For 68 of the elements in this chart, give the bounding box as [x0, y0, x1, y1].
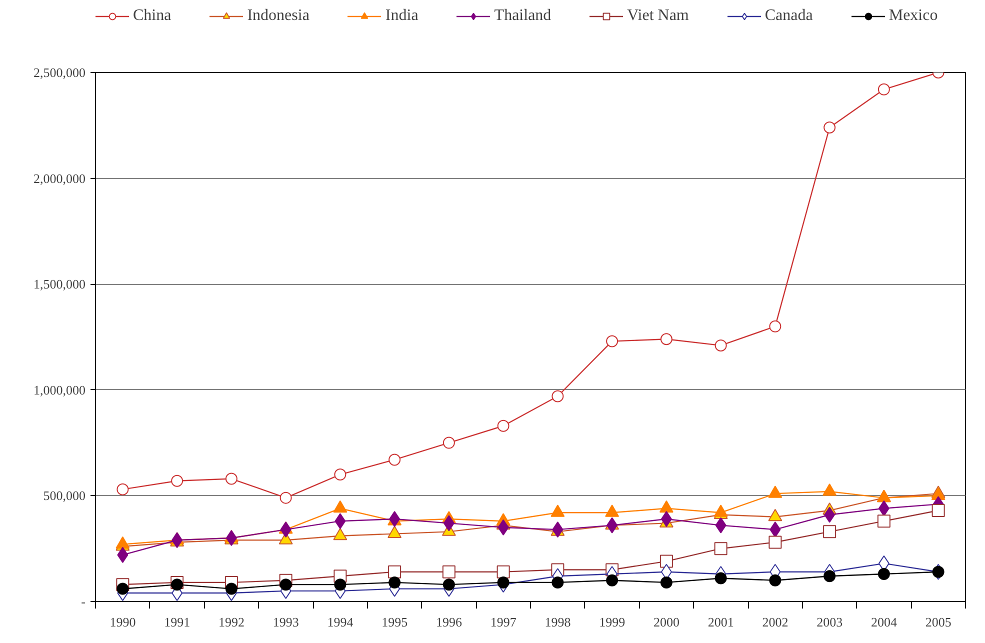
- legend-label: Viet Nam: [627, 7, 689, 25]
- y-tick-label: 500,000: [43, 488, 86, 504]
- legend-label: India: [385, 7, 418, 25]
- x-tick-label: 1991: [164, 614, 190, 630]
- point: [280, 578, 292, 591]
- point: [225, 472, 238, 485]
- point: [824, 570, 836, 582]
- point: [878, 568, 890, 580]
- point: [714, 572, 727, 584]
- point: [497, 576, 510, 588]
- point: [388, 576, 401, 588]
- point: [552, 390, 564, 402]
- x-tick-label: 2002: [762, 614, 788, 630]
- point: [552, 576, 564, 588]
- point: [823, 525, 836, 538]
- point: [769, 574, 782, 586]
- y-tick-label: 1,000,000: [34, 382, 86, 398]
- x-tick-label: 2001: [708, 614, 734, 630]
- point: [768, 536, 782, 549]
- point: [388, 454, 401, 466]
- x-tick-label: 1992: [218, 614, 244, 630]
- x-tick-label: 1993: [272, 614, 299, 630]
- y-tick-label: 1,500,000: [34, 276, 86, 292]
- point: [171, 474, 184, 487]
- x-tick-label: 2000: [653, 614, 680, 630]
- y-tick-label: -: [81, 594, 86, 609]
- point: [334, 468, 346, 481]
- point: [442, 436, 455, 449]
- x-tick-label: 2004: [870, 614, 898, 630]
- point: [769, 320, 782, 332]
- point: [660, 554, 673, 568]
- x-tick-label: 2005: [925, 614, 952, 630]
- point: [171, 578, 184, 591]
- point: [878, 83, 890, 96]
- x-tick-label: 2003: [816, 614, 843, 630]
- point: [660, 576, 672, 588]
- point: [442, 578, 455, 591]
- legend-label: Thailand: [494, 7, 552, 25]
- point: [442, 565, 456, 578]
- x-tick-label: 1996: [436, 614, 462, 630]
- legend-label: Indonesia: [247, 7, 310, 25]
- point: [116, 582, 129, 595]
- point: [496, 565, 510, 578]
- point: [824, 122, 836, 134]
- point: [388, 565, 402, 578]
- point: [606, 574, 618, 586]
- x-tick-label: 1990: [110, 614, 136, 630]
- point: [225, 582, 238, 595]
- point: [714, 339, 727, 352]
- point: [932, 504, 945, 518]
- legend-label: Mexico: [888, 7, 938, 25]
- point: [877, 514, 890, 528]
- x-tick-label: 1997: [490, 614, 517, 630]
- x-tick-label: 1995: [382, 614, 408, 630]
- point: [334, 578, 346, 591]
- x-tick-label: 1998: [544, 614, 571, 630]
- legend-label: China: [133, 7, 172, 25]
- y-tick-label: 2,000,000: [34, 170, 86, 186]
- point: [116, 483, 129, 496]
- y-tick-label: 2,500,000: [34, 65, 86, 80]
- legend-label: Canada: [764, 7, 813, 25]
- point: [660, 333, 672, 346]
- point: [714, 542, 728, 556]
- x-tick-label: 1999: [599, 614, 626, 630]
- point: [497, 420, 510, 432]
- x-tick-label: 1994: [327, 614, 354, 630]
- point: [280, 492, 292, 504]
- point: [606, 335, 618, 348]
